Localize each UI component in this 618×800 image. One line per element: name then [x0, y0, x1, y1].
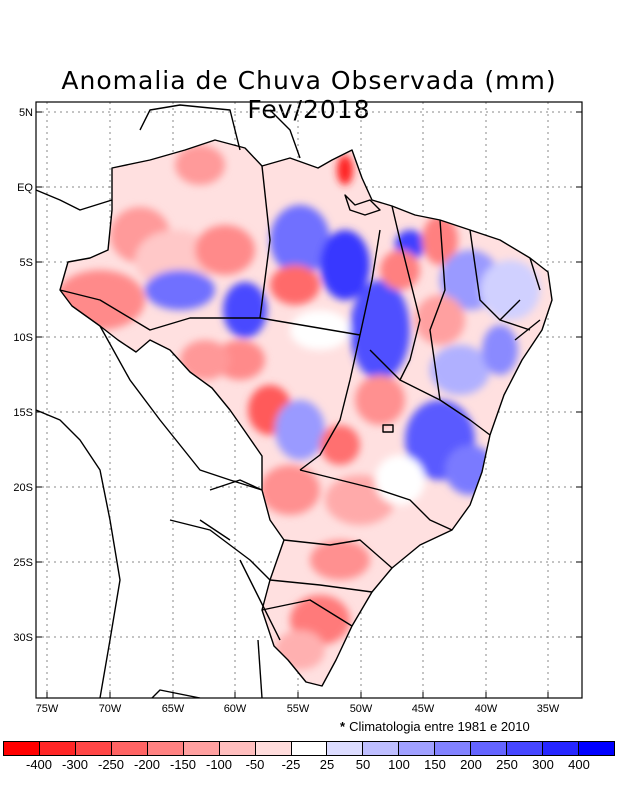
brazil-outline — [59, 139, 553, 687]
lat-label-20s: 20S — [13, 482, 33, 494]
anomaly-field — [60, 140, 552, 686]
legend-swatch — [39, 742, 76, 755]
legend-swatch — [399, 742, 436, 755]
rainfall-anomaly-map: 5N EQ 5S 10S 15S 20S 25S 30S 75W 70W 65W… — [13, 101, 583, 715]
lat-label-15s: 15S — [13, 407, 33, 419]
map-title: Anomalia de Chuva Observada (mm) Fev/201… — [61, 66, 557, 124]
legend-swatch — [147, 742, 184, 755]
legend-label: 250 — [496, 757, 518, 772]
lon-label-45w: 45W — [412, 703, 435, 715]
legend-swatch — [471, 742, 508, 755]
lat-label-30s: 30S — [13, 632, 33, 644]
legend-label: -150 — [169, 757, 197, 772]
lon-label-35w: 35W — [537, 703, 560, 715]
legend-label: 50 — [355, 757, 371, 772]
color-legend — [3, 741, 615, 756]
legend-swatch — [507, 742, 544, 755]
legend-label: -50 — [245, 757, 265, 772]
lat-label-25s: 25S — [13, 557, 33, 569]
legend-label: -100 — [205, 757, 233, 772]
lon-label-55w: 55W — [287, 703, 310, 715]
climatology-footnote: * Climatologia entre 1981 e 2010 — [340, 719, 530, 734]
legend-label: -250 — [97, 757, 125, 772]
legend-swatch — [75, 742, 112, 755]
legend-swatch — [219, 742, 256, 755]
lat-label-eq: EQ — [17, 182, 33, 194]
legend-label: 300 — [532, 757, 554, 772]
footnote-text: Climatologia entre 1981 e 2010 — [349, 719, 530, 734]
map-frame — [35, 101, 583, 699]
legend-label: 400 — [568, 757, 590, 772]
lat-label-5s: 5S — [20, 257, 33, 269]
legend-label: 25 — [319, 757, 335, 772]
legend-label: 100 — [388, 757, 410, 772]
lat-label-5n: 5N — [19, 107, 33, 119]
legend-label: -300 — [61, 757, 89, 772]
legend-label: -400 — [25, 757, 53, 772]
legend-swatch — [4, 742, 40, 755]
legend-swatch — [183, 742, 220, 755]
lat-label-10s: 10S — [13, 332, 33, 344]
legend-swatch — [327, 742, 364, 755]
legend-labels: -400 -300 -250 -200 -150 -100 -50 -25 25 50 100 150… — [0, 757, 618, 777]
legend-swatch — [579, 742, 614, 755]
legend-label: -25 — [281, 757, 301, 772]
legend-swatch — [111, 742, 148, 755]
legend-swatch — [291, 742, 328, 755]
legend-label: -200 — [133, 757, 161, 772]
legend-swatch — [543, 742, 579, 755]
lon-label-65w: 65W — [162, 703, 185, 715]
legend-swatch — [435, 742, 472, 755]
footnote-marker: * — [340, 719, 346, 734]
legend-label: 200 — [460, 757, 482, 772]
lon-label-50w: 50W — [350, 703, 373, 715]
borders — [36, 104, 553, 698]
lon-label-75w: 75W — [36, 703, 59, 715]
legend-swatch — [363, 742, 400, 755]
lon-label-60w: 60W — [224, 703, 247, 715]
lon-label-70w: 70W — [99, 703, 122, 715]
lon-label-40w: 40W — [475, 703, 498, 715]
legend-swatch — [255, 742, 292, 755]
legend-label: 150 — [424, 757, 446, 772]
